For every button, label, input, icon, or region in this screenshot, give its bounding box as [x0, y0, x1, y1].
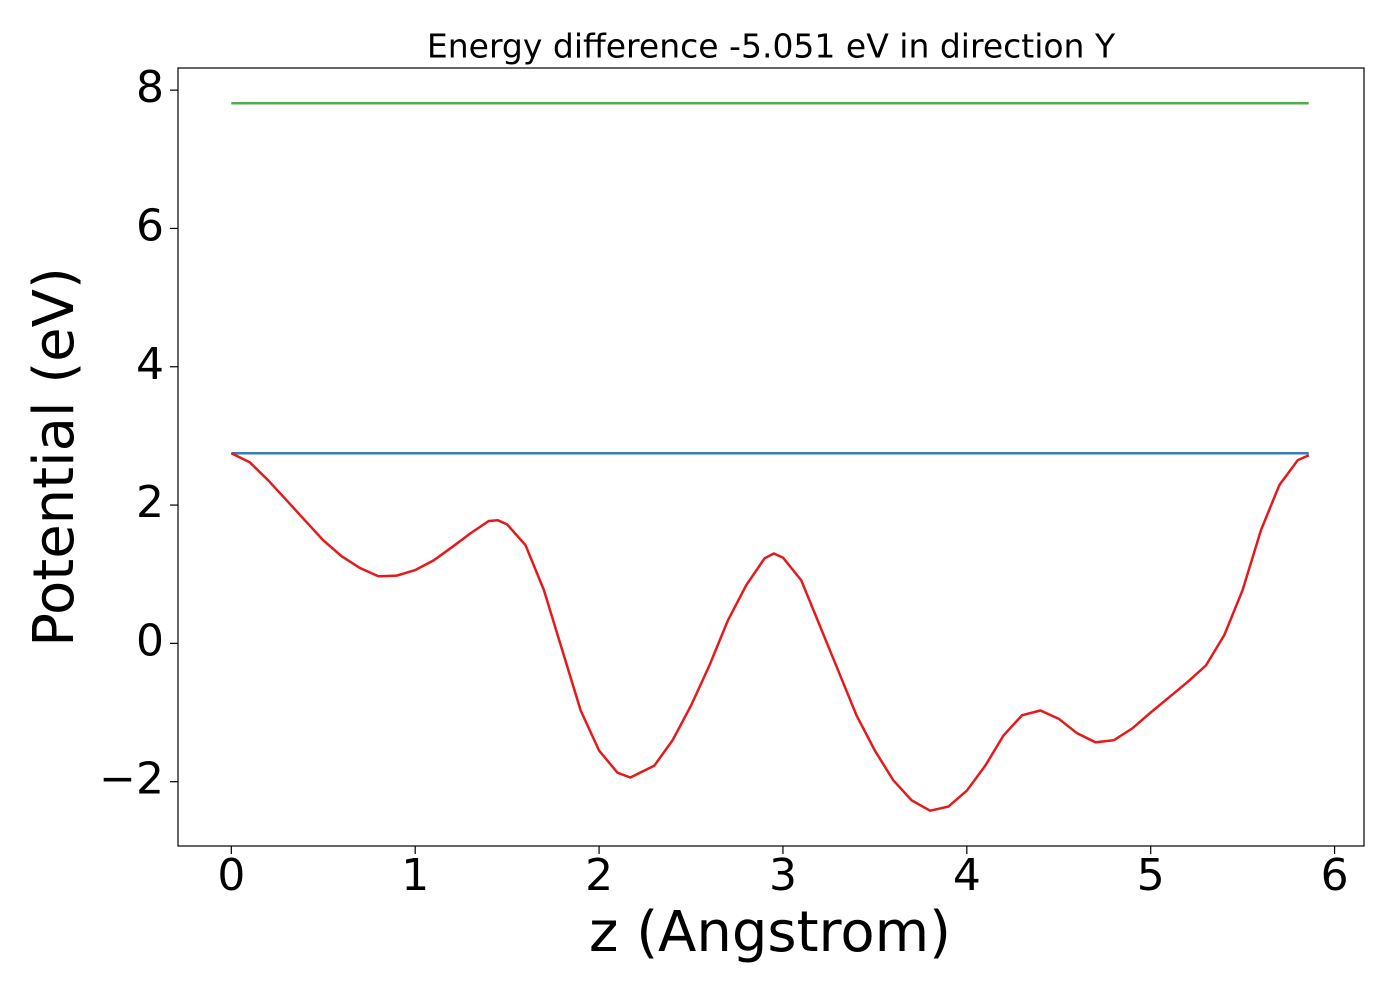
- x-tick-label: 5: [1137, 850, 1165, 901]
- line: [230, 452, 1310, 813]
- y-tick-label: 6: [136, 200, 164, 251]
- x-tick-label: 4: [953, 850, 981, 901]
- x-axis-label: z (Angstrom): [589, 900, 951, 965]
- y-tick-label: 2: [136, 477, 164, 528]
- chart-title: Energy difference -5.051 eV in direction…: [427, 27, 1116, 66]
- y-tick-label: −2: [99, 754, 164, 805]
- y-tick-label: 4: [136, 339, 164, 390]
- plot-frame: [177, 67, 1365, 847]
- x-tick-label: 0: [217, 850, 245, 901]
- y-axis-label: Potential (eV): [22, 267, 87, 647]
- x-tick-label: 6: [1321, 850, 1349, 901]
- y-tick-label: 0: [136, 615, 164, 666]
- y-tick-label: 8: [136, 62, 164, 113]
- x-tick-label: 3: [769, 850, 797, 901]
- x-tick-label: 1: [401, 850, 429, 901]
- x-tick-label: 2: [585, 850, 613, 901]
